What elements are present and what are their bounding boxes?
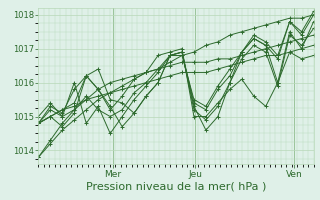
X-axis label: Pression niveau de la mer( hPa ): Pression niveau de la mer( hPa ) bbox=[86, 181, 266, 191]
